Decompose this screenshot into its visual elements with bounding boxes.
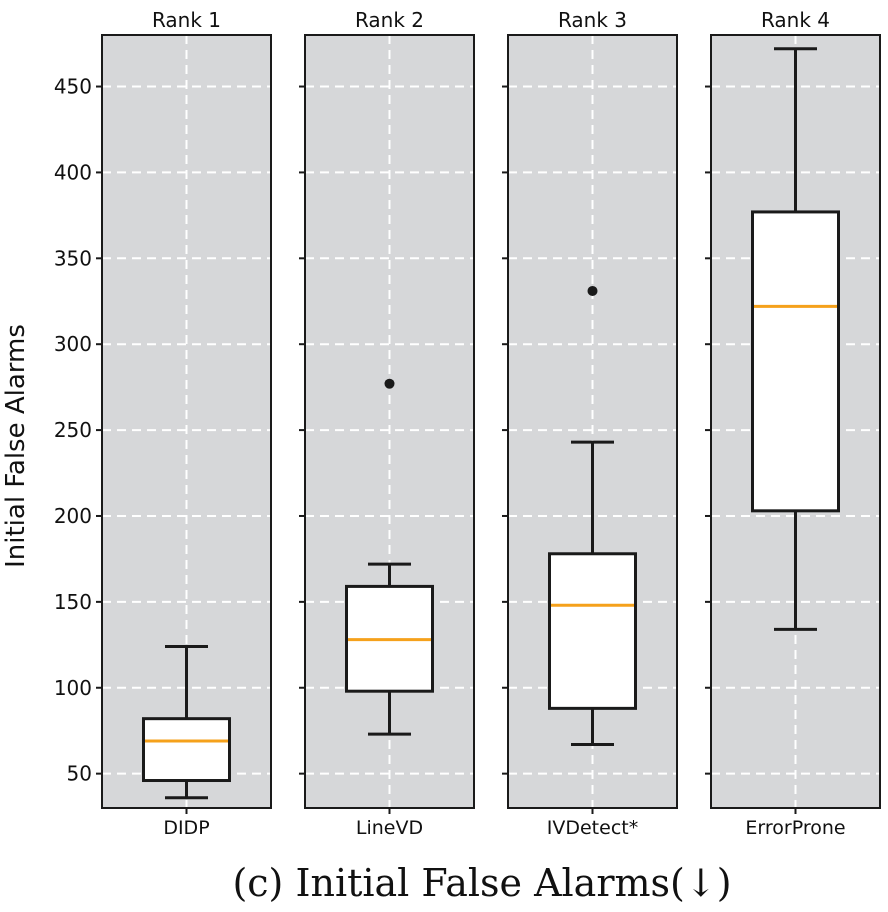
panel-3: Rank 3 IVDetect* [502,8,678,839]
panel-2: Rank 2 LineVD [299,8,475,839]
outlier-point [384,378,395,389]
y-tick-label: 450 [54,75,92,99]
x-tick-label: ErrorProne [745,817,845,839]
y-tick-label: 50 [67,762,92,786]
y-tick-label: 300 [54,332,92,356]
figure-caption: (c) Initial False Alarms(↓) [232,861,731,905]
panel-title: Rank 4 [761,8,830,32]
y-tick-label: 350 [54,246,92,270]
box [751,210,840,513]
outlier-point [587,285,598,296]
panel-title: Rank 3 [558,8,627,32]
panel-1: 50 100 150 200 250 300 350 400 450 Rank 1 DIDP [54,8,272,839]
y-tick-label: 400 [54,160,92,184]
y-tick-label: 150 [54,590,92,614]
y-axis-label: Initial False Alarms [1,324,31,568]
panel-title: Rank 1 [152,8,221,32]
panels: 50 100 150 200 250 300 350 400 450 Rank 1 DIDP Rank… [54,8,881,839]
box [548,552,637,710]
box [142,717,231,783]
panel-title: Rank 2 [355,8,424,32]
panel-4: Rank 4 ErrorProne [705,8,881,839]
y-tick-label: 250 [54,418,92,442]
x-tick-label: IVDetect* [547,817,638,839]
x-tick-label: LineVD [356,817,423,839]
x-tick-label: DIDP [163,817,209,839]
y-tick-label: 100 [54,676,92,700]
y-tick-label: 200 [54,504,92,528]
